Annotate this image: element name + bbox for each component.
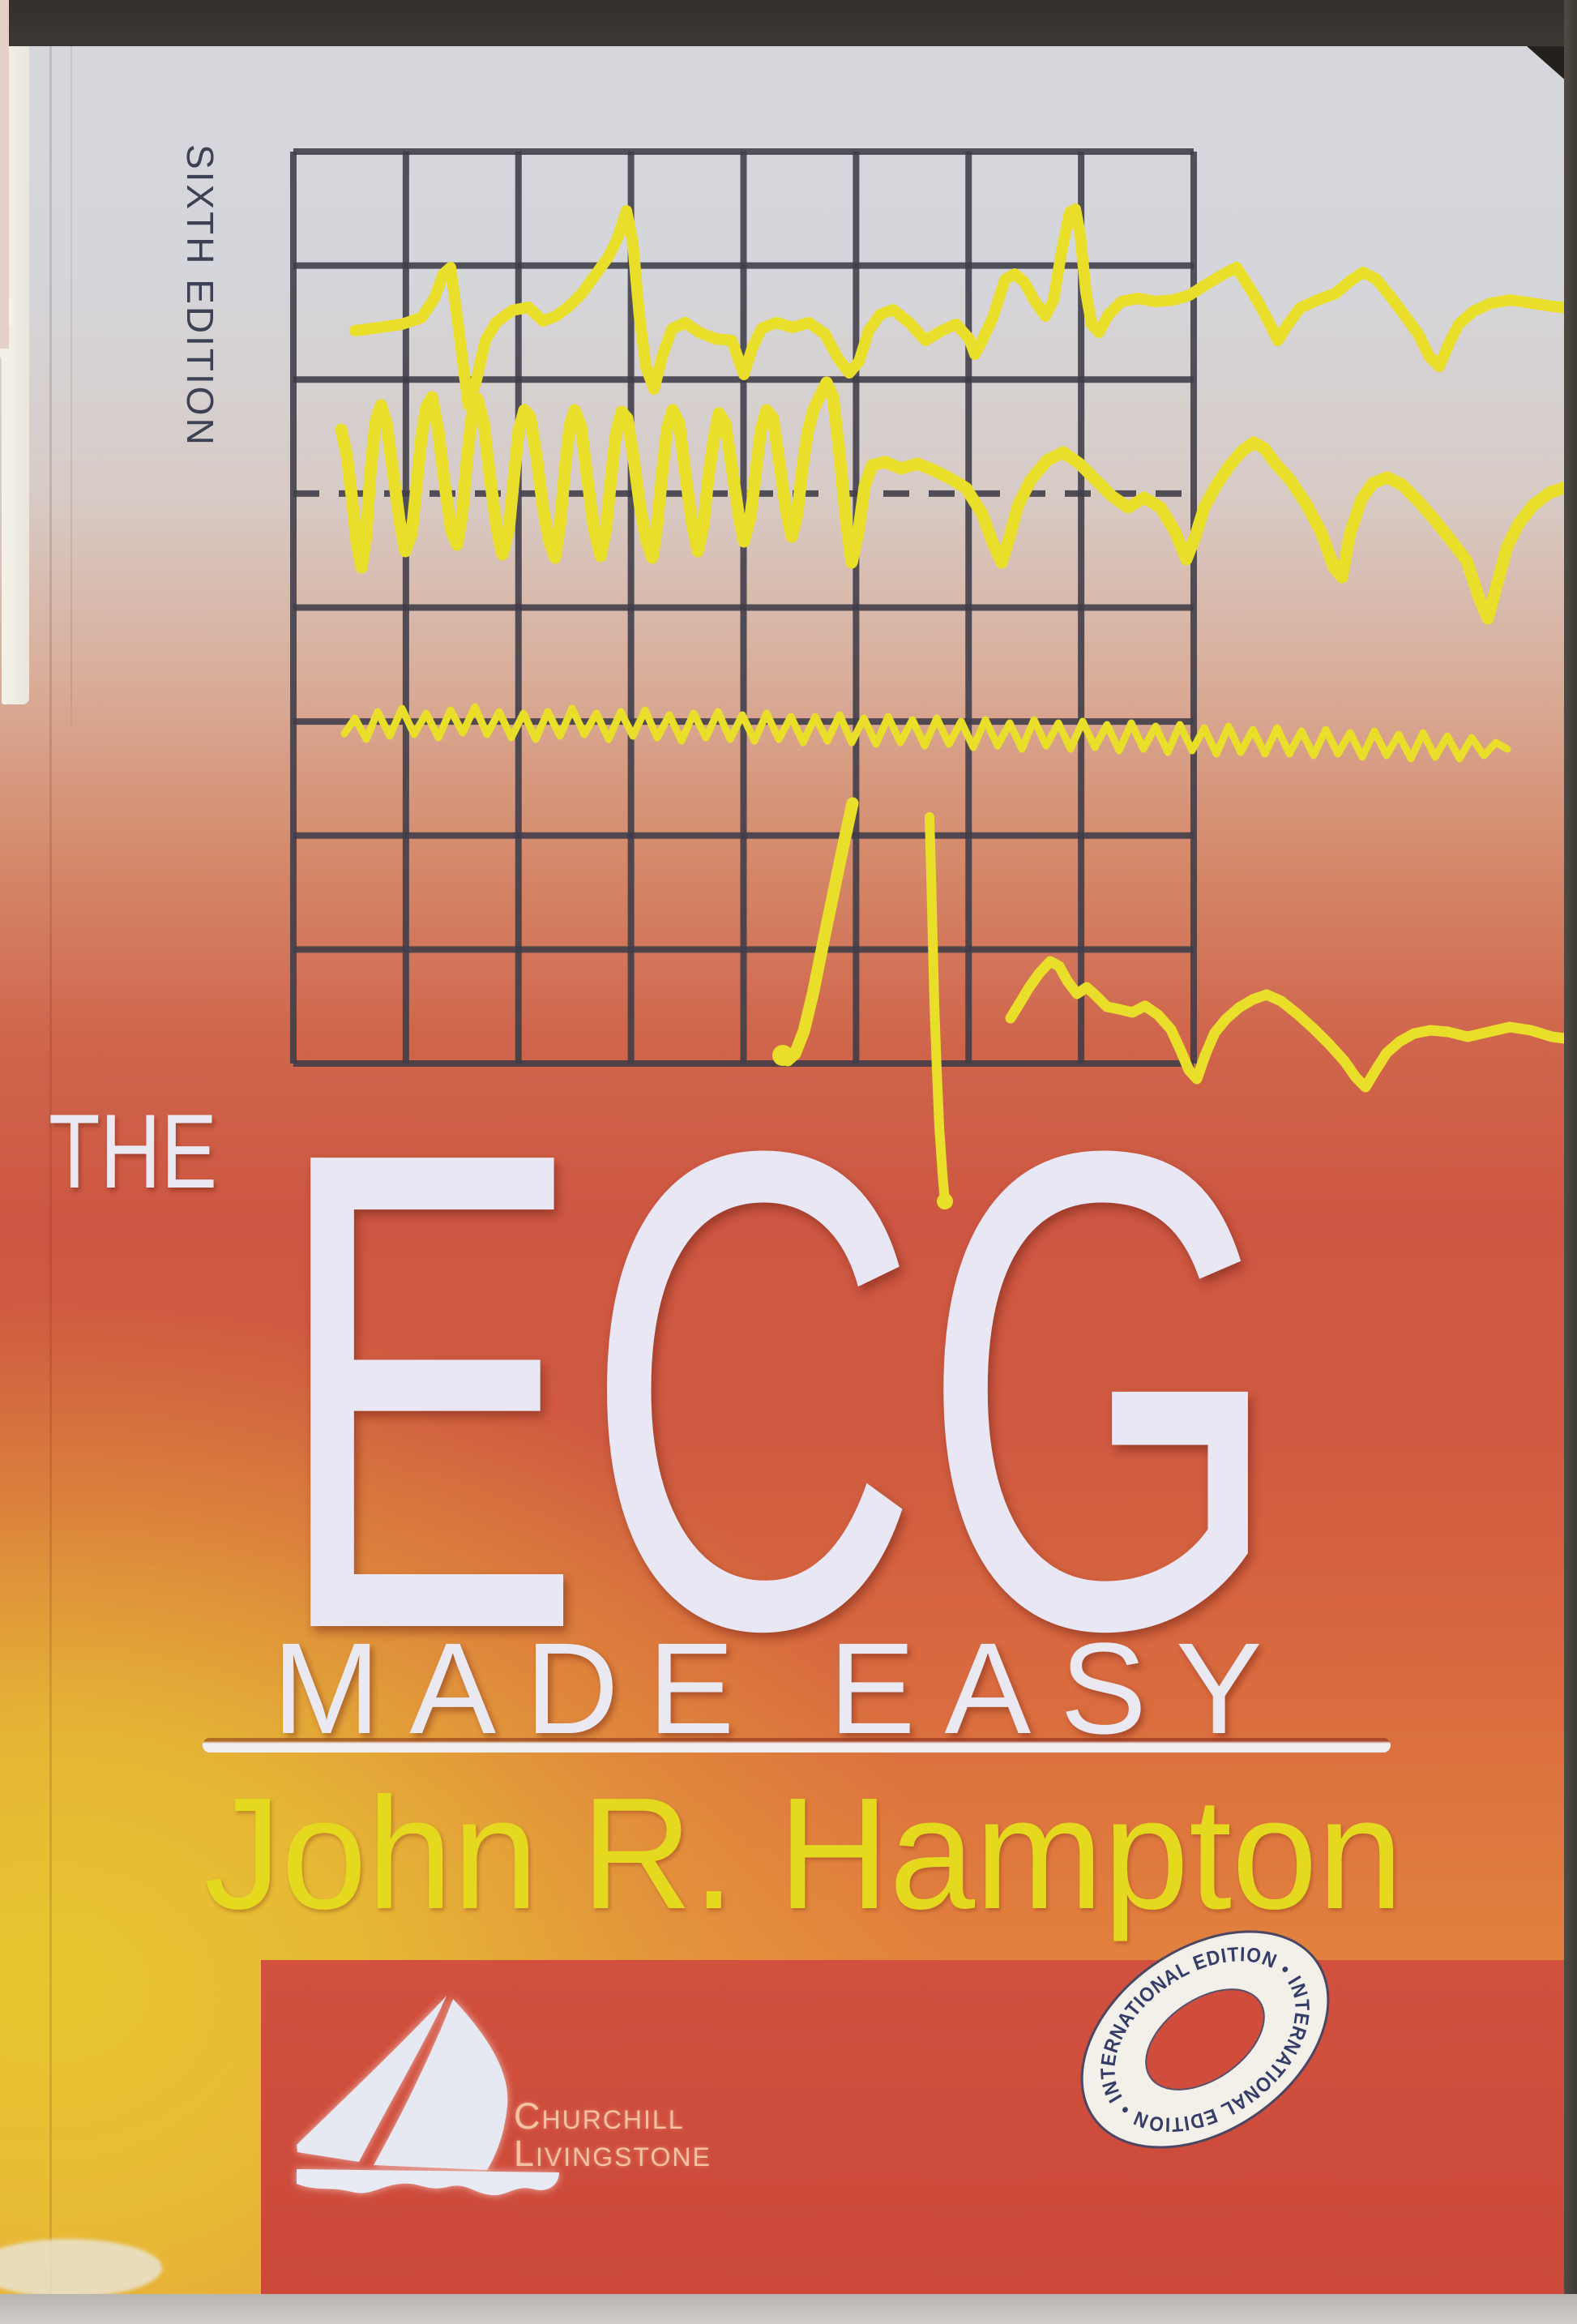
publisher-line-2: Livingstone [514,2133,712,2174]
photo-background-bottom [0,2294,1577,2324]
photo-background-right [1564,0,1577,2299]
publisher-line-1: Churchill [514,2095,685,2137]
churchill-livingstone-logo [297,1996,559,2196]
international-edition-stamp: INTERNATIONAL EDITION • INTERNATIONAL ED… [1061,1904,1350,2176]
title-main: ECG [272,1011,1283,1771]
sail-left-icon [297,1996,447,2162]
photo-background-top [0,0,1577,46]
pen-blob [772,1045,793,1066]
ecg-trace-4-spike-a [775,797,859,1067]
pen-blob [937,1193,953,1209]
cover-crease [49,46,52,2294]
ecg-traces [335,203,1577,1209]
title-sub: MADE EASY [272,1616,1292,1761]
cover-crease [71,46,72,727]
book-cover [0,45,1566,2294]
ecg-trace-2 [335,376,1577,625]
author-name: John R. Hampton [204,1765,1404,1942]
publisher-name: Churchill Livingstone [514,2098,712,2172]
ecg-trace-4 [1005,956,1577,1093]
ecg-trace-1 [349,203,1577,411]
sail-right-icon [374,1999,508,2170]
photo-background-left-sliver [0,0,9,349]
ecg-trace-3 [340,703,1511,763]
ecg-trace-4-spike-b [925,812,950,1206]
hull-wave-icon [297,2169,559,2196]
divider-rule [203,1738,1391,1753]
title-prefix: THE [49,1092,217,1210]
stamp-ring-inner [1145,1988,1265,2091]
edition-label: SIXTH EDITION [179,144,221,447]
worn-corner-patch [0,2239,162,2297]
